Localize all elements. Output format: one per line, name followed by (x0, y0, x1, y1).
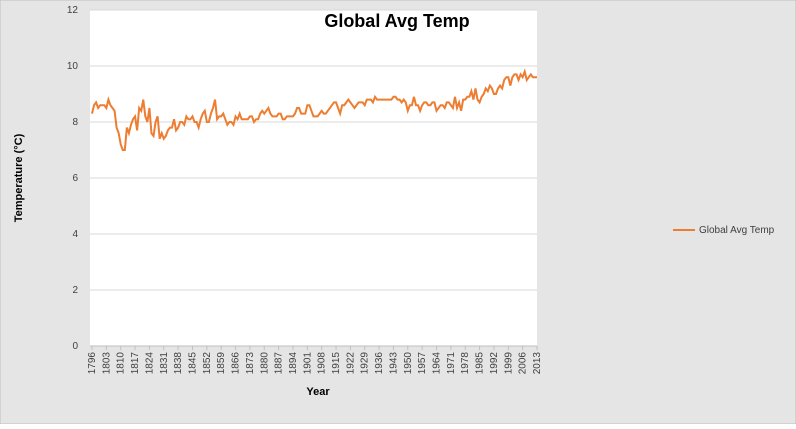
x-tick-label: 1908 (317, 352, 328, 375)
x-tick-label: 1985 (475, 352, 486, 375)
y-tick-label: 6 (72, 173, 78, 184)
legend-label: Global Avg Temp (699, 225, 775, 236)
x-tick-label: 1971 (446, 352, 457, 375)
x-tick-label: 1978 (460, 352, 471, 375)
y-tick-label: 4 (72, 229, 78, 240)
x-tick-label: 1796 (87, 352, 98, 375)
y-tick-label: 12 (67, 5, 79, 16)
x-tick-label: 1950 (403, 352, 414, 375)
x-tick-label: 1845 (187, 352, 198, 375)
chart-title: Global Avg Temp (324, 11, 469, 31)
y-tick-label: 2 (72, 285, 78, 296)
y-tick-label: 8 (72, 117, 78, 128)
x-axis-title: Year (306, 386, 330, 398)
x-tick-label: 1936 (374, 352, 385, 375)
x-tick-label: 1838 (173, 352, 184, 375)
x-tick-label: 1915 (331, 352, 342, 375)
x-tick-label: 1964 (432, 352, 443, 375)
x-tick-label: 1824 (144, 352, 155, 375)
x-tick-label: 1901 (302, 352, 313, 375)
y-tick-label: 10 (67, 61, 79, 72)
x-tick-label: 1873 (245, 352, 256, 375)
x-tick-label: 1894 (288, 352, 299, 375)
data-line (91, 68, 537, 151)
x-tick-label: 1859 (216, 352, 227, 375)
x-tick-label: 1943 (388, 352, 399, 375)
x-tick-label: 1831 (159, 352, 170, 375)
x-tick-label: 1852 (202, 352, 213, 375)
x-tick-label: 2013 (532, 352, 543, 375)
x-tick-label: 2006 (518, 352, 529, 375)
x-tick-label: 1957 (417, 352, 428, 375)
y-tick-label: 0 (72, 341, 78, 352)
x-tick-label: 1810 (116, 352, 127, 375)
x-tick-label: 1880 (259, 352, 270, 375)
x-tick-label: 1817 (130, 352, 141, 375)
x-tick-label: 1887 (274, 352, 285, 375)
x-tick-label: 1922 (345, 352, 356, 375)
x-tick-label: 1929 (360, 352, 371, 375)
x-tick-label: 1803 (101, 352, 112, 375)
y-axis-title: Temperature (°C) (13, 133, 25, 222)
x-tick-label: 1866 (231, 352, 242, 375)
x-tick-label: 1992 (489, 352, 500, 375)
x-tick-label: 1999 (503, 352, 514, 375)
